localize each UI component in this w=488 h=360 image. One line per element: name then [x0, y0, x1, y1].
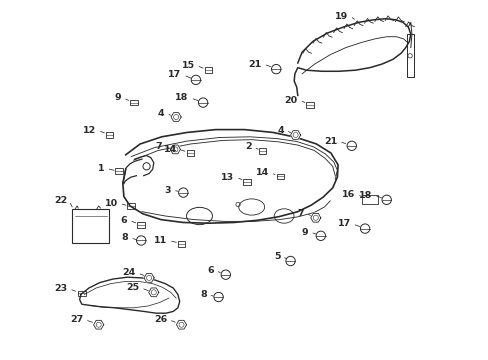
Text: 23: 23: [54, 284, 67, 293]
Text: 20: 20: [284, 96, 297, 105]
Polygon shape: [170, 145, 180, 154]
Bar: [258, 148, 266, 154]
Text: 14: 14: [255, 168, 268, 177]
Text: 21: 21: [248, 59, 261, 68]
Text: 25: 25: [126, 284, 139, 292]
Polygon shape: [290, 131, 300, 139]
Polygon shape: [176, 320, 186, 329]
Polygon shape: [148, 288, 159, 297]
Text: 13: 13: [221, 173, 234, 181]
Bar: [305, 102, 313, 108]
Text: 26: 26: [154, 315, 167, 324]
Polygon shape: [94, 320, 103, 329]
Text: 8: 8: [122, 233, 128, 242]
Text: 6: 6: [207, 266, 213, 275]
Bar: [243, 179, 251, 185]
Bar: [105, 132, 113, 138]
Text: 4: 4: [158, 109, 164, 118]
Text: 22: 22: [54, 197, 67, 205]
Text: 14: 14: [163, 145, 177, 154]
Text: 24: 24: [122, 269, 136, 277]
Bar: [276, 174, 284, 179]
Bar: [186, 150, 194, 156]
Text: 17: 17: [337, 219, 350, 228]
Polygon shape: [144, 274, 154, 282]
Text: 21: 21: [324, 136, 337, 145]
Text: 4: 4: [277, 126, 284, 135]
Bar: [361, 195, 377, 204]
Bar: [130, 100, 138, 105]
Text: 3: 3: [164, 186, 171, 194]
Bar: [204, 67, 212, 73]
Text: 17: 17: [168, 71, 181, 79]
Text: 9: 9: [115, 94, 121, 102]
Bar: [115, 168, 123, 174]
Text: 5: 5: [273, 252, 280, 261]
Polygon shape: [171, 113, 181, 121]
Text: 1: 1: [98, 164, 104, 173]
Text: 9: 9: [301, 228, 308, 237]
Text: 18: 18: [175, 94, 188, 102]
Text: 19: 19: [334, 12, 347, 21]
Text: 18: 18: [358, 191, 371, 199]
Text: 8: 8: [200, 290, 206, 299]
Text: 15: 15: [182, 61, 194, 70]
Text: 2: 2: [244, 142, 251, 151]
Bar: [127, 203, 135, 209]
Text: 7: 7: [297, 208, 303, 217]
Text: 6: 6: [121, 216, 127, 225]
Text: 27: 27: [70, 315, 83, 324]
Bar: [137, 222, 144, 228]
Text: 16: 16: [342, 190, 355, 199]
Text: 10: 10: [104, 199, 118, 208]
Text: 12: 12: [83, 126, 96, 135]
Polygon shape: [310, 213, 320, 222]
Bar: [78, 291, 85, 296]
Bar: [177, 241, 185, 247]
Text: 7: 7: [156, 142, 162, 151]
Text: 11: 11: [154, 236, 167, 245]
